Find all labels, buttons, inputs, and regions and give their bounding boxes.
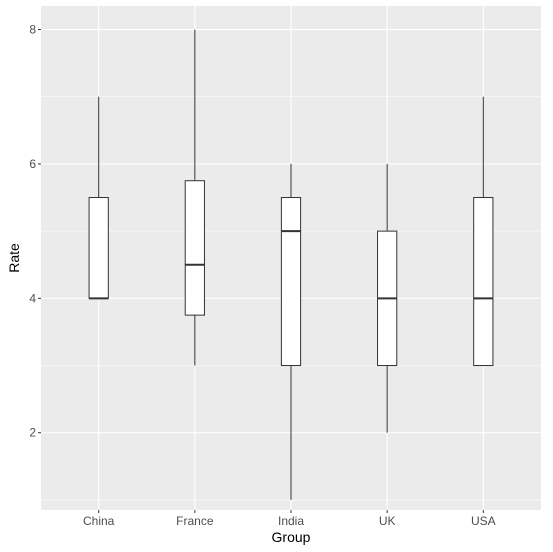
y-axis-title: Rate <box>6 243 22 273</box>
y-tick-label: 4 <box>29 291 36 305</box>
box-body <box>473 197 494 367</box>
box-body <box>280 197 302 367</box>
box-uk <box>377 163 398 433</box>
x-tick-label: USA <box>471 514 496 528</box>
y-axis: 2 4 6 8 <box>29 23 41 440</box>
x-tick-label: UK <box>379 514 396 528</box>
x-tick-label: France <box>176 514 214 528</box>
x-axis-title: Group <box>272 529 311 545</box>
y-tick-label: 2 <box>29 426 36 440</box>
x-tick-label: China <box>83 514 115 528</box>
box-india <box>280 163 302 500</box>
boxes <box>88 29 494 500</box>
y-tick-label: 8 <box>29 23 36 37</box>
box-china <box>88 96 109 300</box>
box-usa <box>473 96 494 367</box>
x-tick-label: India <box>278 514 304 528</box>
y-tick-label: 6 <box>29 157 36 171</box>
box-france <box>184 29 205 366</box>
x-axis: China France India UK USA <box>83 510 496 528</box>
box-body <box>184 180 205 316</box>
box-body <box>88 197 109 299</box>
